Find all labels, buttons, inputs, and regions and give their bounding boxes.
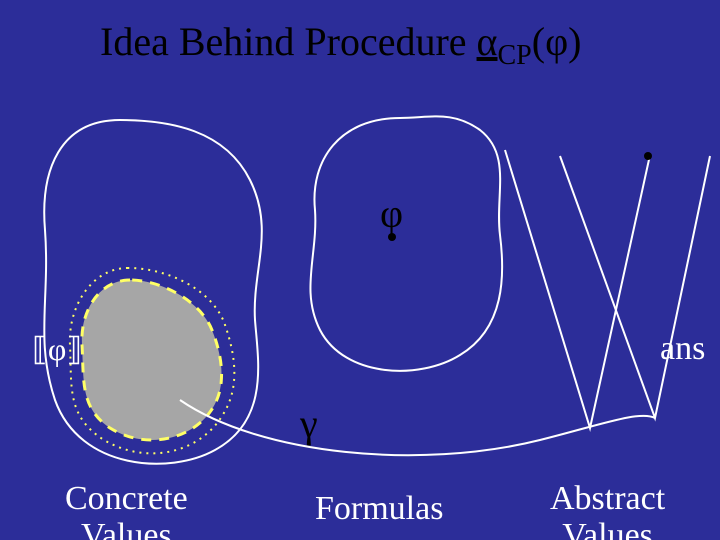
title-alpha-underline: α (477, 19, 498, 64)
diagram-svg (0, 0, 720, 540)
formulas-label: Formulas (315, 490, 443, 528)
ans-point (644, 152, 652, 160)
abstract-line1: Abstract (550, 480, 665, 517)
title-prefix: Idea Behind Procedure (100, 19, 477, 64)
concrete-line2: Values (81, 517, 172, 540)
abstract-values-label: Abstract Values (550, 480, 665, 540)
title-subscript: CP (498, 40, 532, 71)
phi-semantics-label: ⟦φ⟧ (32, 330, 82, 368)
ans-label: ans (660, 330, 705, 368)
background (0, 0, 720, 540)
phi-label: φ (380, 190, 403, 237)
concrete-values-label: Concrete Values (65, 480, 188, 540)
title-suffix: (φ) (532, 19, 582, 64)
slide-title: Idea Behind Procedure αCP(φ) (100, 18, 581, 72)
abstract-line2: Values (562, 517, 653, 540)
slide-root: Idea Behind Procedure αCP(φ) φ ⟦φ⟧ ans γ… (0, 0, 720, 540)
concrete-line1: Concrete (65, 480, 188, 517)
gamma-label: γ (300, 400, 318, 447)
